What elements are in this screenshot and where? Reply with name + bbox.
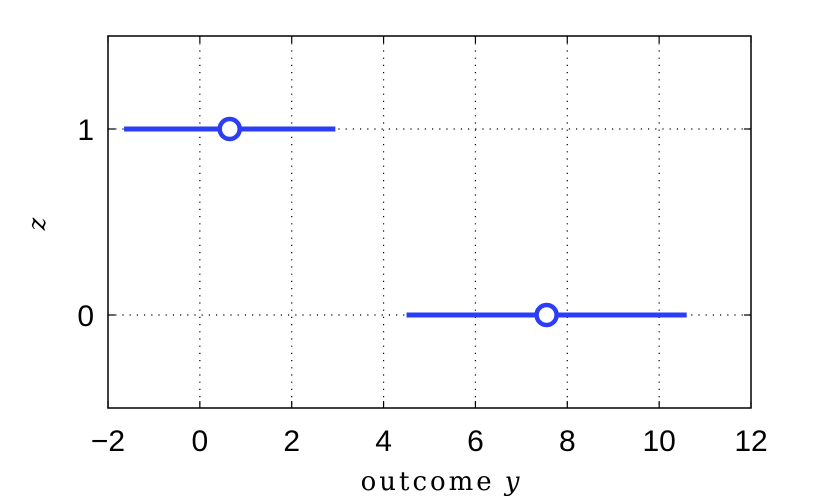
- x-tick-label: 6: [467, 425, 484, 458]
- x-tick-label: 4: [375, 425, 392, 458]
- point-marker: [217, 116, 242, 142]
- x-axis-label: outcome y: [361, 467, 520, 497]
- x-tick-label: 8: [559, 425, 576, 458]
- x-axis-label-text: outcome: [361, 467, 495, 497]
- x-tick-label: 10: [642, 425, 675, 458]
- x-tick-labels: −2 0 2 4 6 8 10 12: [91, 425, 768, 458]
- x-tick-label: 0: [192, 425, 209, 458]
- y-tick-label: 0: [77, 300, 94, 333]
- y-tick-labels: 01: [77, 114, 94, 333]
- x-tick-label: −2: [91, 425, 125, 458]
- point-marker: [534, 302, 559, 328]
- axes-box: [107, 35, 752, 409]
- y-axis-label: z: [23, 217, 51, 231]
- y-tick-label: 1: [77, 114, 94, 147]
- grid: [108, 36, 751, 408]
- x-tick-label: 2: [283, 425, 300, 458]
- x-tick-label: 12: [734, 425, 767, 458]
- x-axis-label-var: y: [504, 467, 520, 497]
- chart-marks: [124, 116, 687, 328]
- ticks: [107, 36, 752, 408]
